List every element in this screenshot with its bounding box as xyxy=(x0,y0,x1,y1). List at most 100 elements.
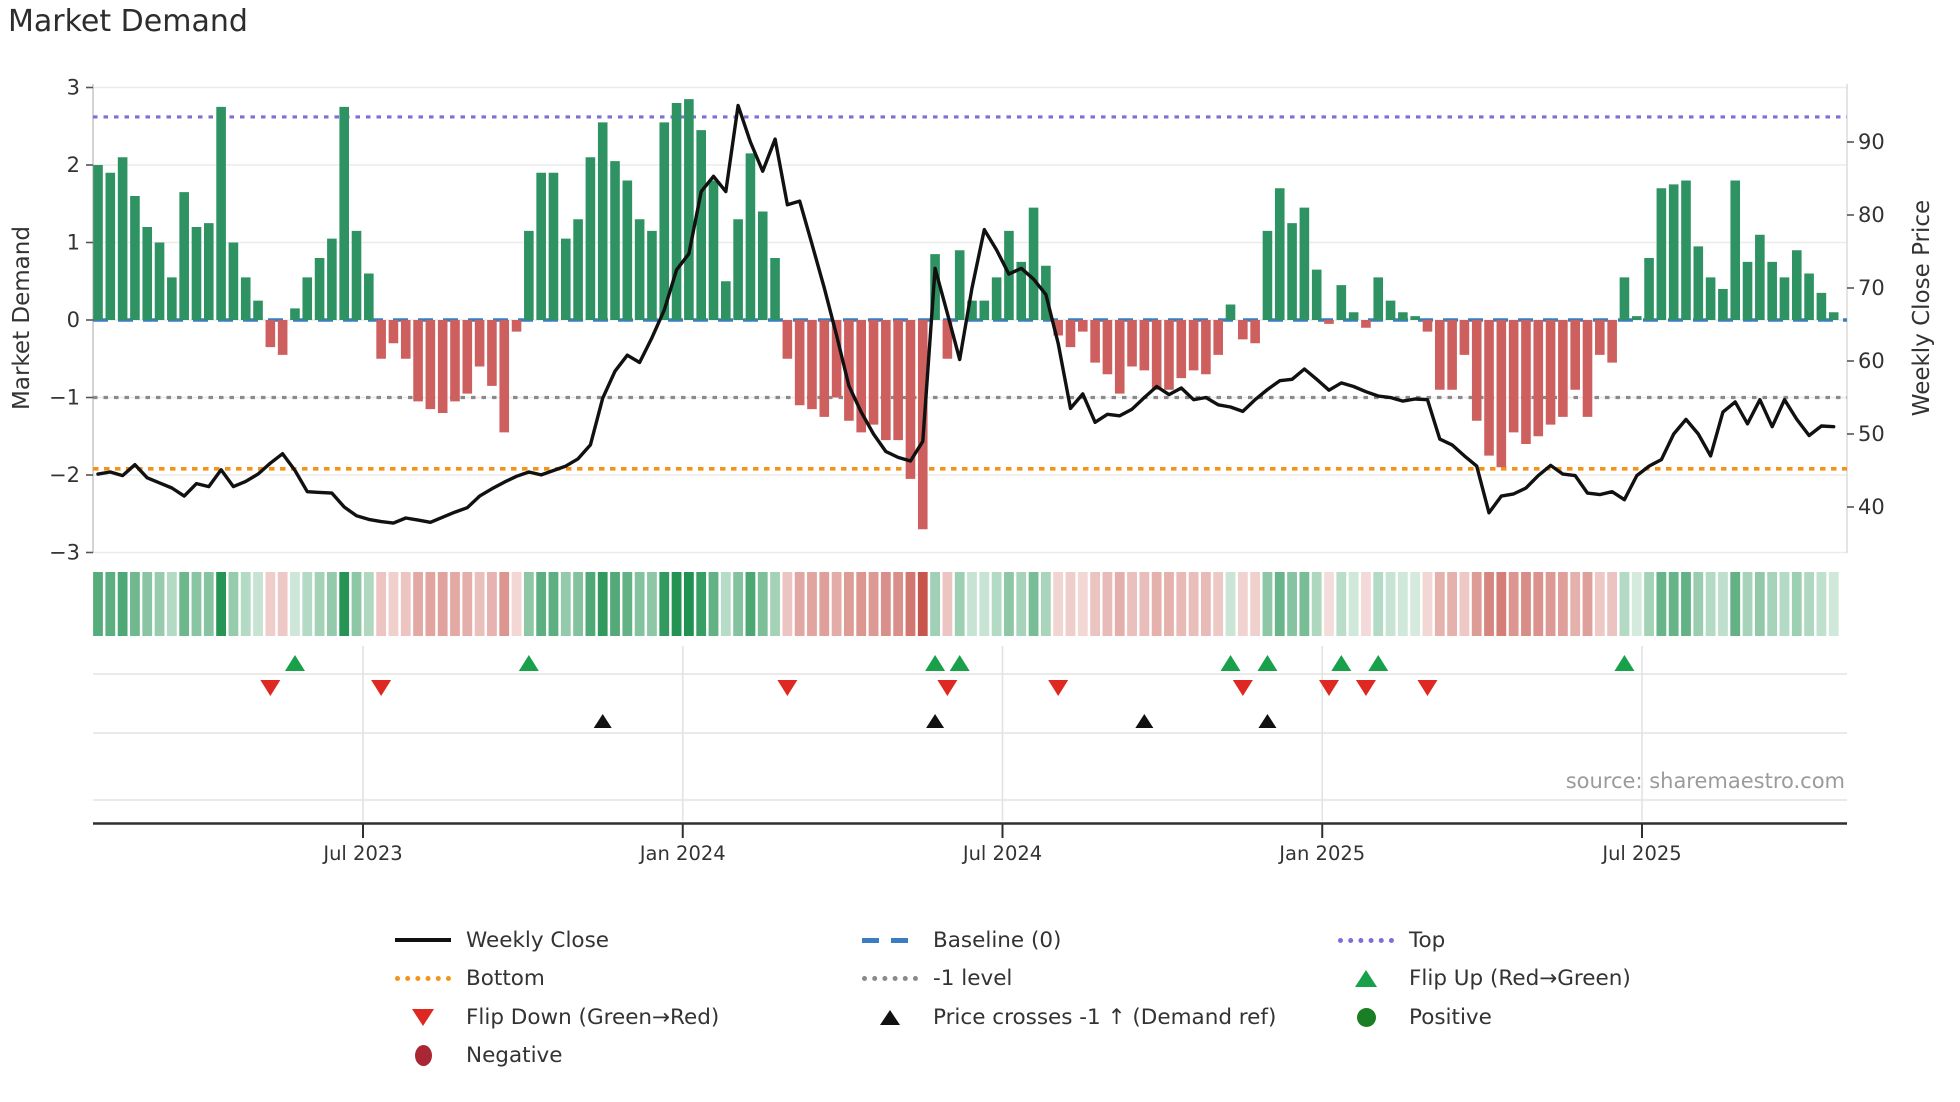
demand-bar xyxy=(770,258,780,320)
heatmap-cell xyxy=(1508,572,1519,636)
heatmap-cell xyxy=(1718,572,1728,636)
demand-bar xyxy=(893,320,903,441)
heatmap-cell xyxy=(1361,572,1371,636)
heatmap-cell xyxy=(1533,572,1544,636)
legend-label: -1 level xyxy=(933,966,1013,992)
heatmap-cell xyxy=(807,572,817,636)
heatmap-cell xyxy=(1324,572,1334,636)
line-dotted-orange-icon xyxy=(395,976,451,982)
demand-bar xyxy=(548,172,559,320)
heatmap-cell xyxy=(1164,572,1174,636)
heatmap-cell xyxy=(733,572,744,636)
heatmap-cell xyxy=(782,572,793,636)
legend-label: Weekly Close xyxy=(466,927,610,953)
demand-bar xyxy=(216,106,226,320)
heatmap-cell xyxy=(930,572,940,636)
heatmap-cell xyxy=(1570,572,1581,636)
demand-bar xyxy=(1090,320,1100,363)
svg-text:1: 1 xyxy=(67,231,80,255)
heatmap-cell xyxy=(770,572,780,636)
demand-bar xyxy=(1164,320,1174,390)
svg-text:−1: −1 xyxy=(49,386,80,410)
flip-up-marker xyxy=(1331,655,1352,671)
demand-bar xyxy=(1274,188,1285,320)
svg-text:Jul 2023: Jul 2023 xyxy=(321,842,402,865)
demand-bar xyxy=(954,250,965,320)
legend-item-circle-green: Positive xyxy=(1338,998,1492,1036)
heatmap-cell xyxy=(1287,572,1297,636)
demand-bar xyxy=(622,180,633,320)
legend-item-circle-dark-red: Negative xyxy=(395,1037,563,1075)
demand-bar xyxy=(1484,320,1494,456)
demand-bar xyxy=(1324,320,1334,324)
left-axis-ticks: 3 2 1 0 −1 −2 −3 xyxy=(49,76,93,565)
heatmap-cell xyxy=(290,572,300,636)
heatmap-cell xyxy=(499,572,510,636)
heatmap-cell xyxy=(1127,572,1137,636)
heatmap-cell xyxy=(1754,572,1765,636)
legend-item-tri-up-green: Flip Up (Red→Green) xyxy=(1338,960,1631,998)
demand-bar xyxy=(105,172,116,320)
demand-bar xyxy=(757,211,768,320)
heatmap-cell xyxy=(1114,572,1125,636)
demand-bar xyxy=(819,320,830,417)
demand-bar xyxy=(1201,320,1211,375)
heatmap-cell xyxy=(93,572,103,636)
heatmap-cell xyxy=(216,572,226,636)
demand-bar xyxy=(1299,207,1310,320)
demand-bar xyxy=(240,277,251,320)
demand-bar xyxy=(117,157,128,320)
flip-down-marker xyxy=(1319,680,1339,696)
flip-down-marker xyxy=(1417,680,1438,696)
heatmap-cell xyxy=(1693,572,1704,636)
demand-bar xyxy=(1016,261,1027,320)
heatmap-cell xyxy=(253,572,263,636)
heatmap-cell xyxy=(979,572,990,636)
demand-bar xyxy=(1151,320,1162,390)
heatmap-cell xyxy=(757,572,768,636)
svg-text:50: 50 xyxy=(1858,422,1885,446)
heatmap-cell xyxy=(880,572,891,636)
demand-bar xyxy=(1791,250,1802,320)
demand-bar xyxy=(1348,312,1359,320)
demand-bar xyxy=(610,161,620,320)
heatmap-cell xyxy=(1681,572,1691,636)
svg-text:80: 80 xyxy=(1858,203,1885,227)
heatmap-cell xyxy=(1028,572,1039,636)
flip-down-marker xyxy=(777,680,798,696)
demand-bar xyxy=(1705,277,1716,320)
demand-bar xyxy=(339,106,349,320)
tri-up-green-icon xyxy=(1338,970,1394,988)
demand-bar xyxy=(597,122,608,320)
heatmap-cell xyxy=(622,572,633,636)
demand-bar xyxy=(868,320,879,425)
svg-text:2: 2 xyxy=(67,153,80,177)
svg-text:Jul 2025: Jul 2025 xyxy=(1600,842,1681,865)
demand-bar xyxy=(979,300,990,320)
heatmap-cell xyxy=(1077,572,1088,636)
demand-bar xyxy=(364,273,374,320)
demand-bar xyxy=(1755,234,1765,320)
demand-bar xyxy=(499,320,510,433)
demand-bar xyxy=(437,320,448,413)
demand-bar xyxy=(1570,320,1580,390)
demand-bar xyxy=(991,277,1002,320)
heatmap-cell xyxy=(376,572,387,636)
price-cross-marker xyxy=(926,714,945,728)
demand-bar xyxy=(1521,320,1531,444)
demand-bar xyxy=(733,219,743,320)
demand-bar xyxy=(487,320,497,386)
heatmap-cell xyxy=(560,572,571,636)
flip-up-marker xyxy=(949,655,970,671)
demand-bar xyxy=(905,320,916,479)
x-axis: Jul 2023 Jan 2024 Jul 2024 Jan 2025 Jul 2025 xyxy=(93,822,1847,865)
price-cross-markers xyxy=(593,714,1277,728)
demand-bar xyxy=(265,320,276,348)
demand-bar xyxy=(474,320,485,367)
heatmap-cell xyxy=(1090,572,1101,636)
price-cross-marker xyxy=(1135,714,1154,728)
demand-bar xyxy=(1595,320,1605,355)
heatmap-cell xyxy=(130,572,140,636)
demand-bar xyxy=(1028,207,1039,320)
legend-item-tri-down-red: Flip Down (Green→Red) xyxy=(395,998,719,1036)
